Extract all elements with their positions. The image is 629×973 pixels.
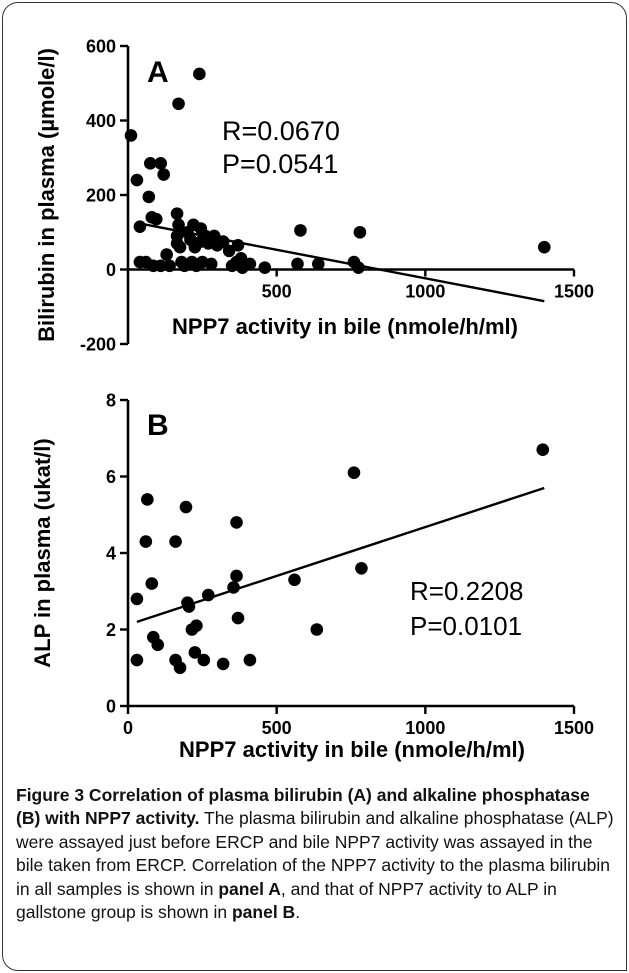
data-point: [169, 535, 182, 548]
panel-label: A: [147, 56, 169, 89]
data-point: [130, 592, 144, 606]
y-tick-label: 0: [106, 697, 116, 717]
data-point: [243, 653, 257, 667]
data-point: [154, 157, 168, 170]
caption-body-2: , and that of NPP7 activity to ALP in ga…: [16, 878, 557, 923]
data-point: [216, 235, 230, 248]
data-point: [130, 653, 144, 667]
data-point: [139, 535, 153, 548]
data-point: [231, 238, 245, 252]
data-point: [294, 224, 307, 237]
p-value-annotation: P=0.0101: [410, 611, 522, 641]
y-tick-label: 600: [86, 37, 116, 57]
data-point: [172, 218, 185, 232]
data-point: [230, 516, 243, 529]
caption-body-1: The plasma bilirubin and alkaline phosph…: [16, 808, 614, 899]
data-point: [173, 661, 187, 675]
panel-a-chart: -200 0 200 400 600 500 1000 1500 NPP7 activity i…: [34, 37, 594, 355]
x-tick-label: 1500: [554, 718, 594, 738]
data-point: [139, 255, 153, 269]
data-point: [288, 573, 301, 587]
data-point: [291, 257, 304, 271]
data-point: [352, 261, 365, 274]
r-value-annotation: R=0.2208: [410, 576, 523, 606]
data-point: [227, 581, 240, 594]
data-point: [141, 493, 154, 506]
data-point: [353, 225, 367, 239]
x-tick-label: 1000: [405, 718, 445, 738]
data-point: [204, 257, 218, 271]
data-point: [536, 443, 550, 457]
caption-end: .: [295, 902, 301, 923]
data-point: [173, 240, 187, 254]
figure-caption: Figure 3 Correlation of plasma bilirubin…: [16, 784, 616, 924]
data-point: [160, 248, 173, 261]
data-point: [142, 190, 156, 204]
x-tick-label: 500: [262, 282, 292, 302]
y-tick-label: 8: [106, 391, 116, 411]
y-tick-label: 2: [106, 620, 116, 640]
x-tick-label: 0: [123, 718, 133, 738]
y-axis-title: Bilirubin in plasma (µmole/l): [34, 48, 59, 342]
x-axis-title: NPP7 activity in bile (nmole/h/ml): [179, 737, 525, 762]
y-tick-label: -200: [80, 335, 116, 355]
data-point: [347, 466, 361, 479]
caption-panel-a: panel A: [218, 878, 281, 899]
data-point: [310, 623, 324, 636]
x-axis-title: NPP7 activity in bile (nmole/h/ml): [172, 314, 518, 339]
panel-b-chart: 0 2 4 6 8 0 500 1000 1500 NPP7 activity in bile (…: [30, 391, 594, 763]
data-point: [201, 588, 215, 602]
data-point: [172, 97, 185, 111]
data-point: [231, 611, 245, 625]
panel-label: B: [147, 409, 169, 442]
caption-panel-b: panel B: [231, 902, 296, 923]
data-point: [197, 653, 211, 667]
x-tick-label: 1000: [405, 282, 445, 302]
data-point: [190, 619, 203, 632]
data-point: [355, 562, 368, 575]
y-tick-label: 0: [106, 260, 116, 280]
data-point: [124, 129, 138, 142]
y-axis-title: ALP in plasma (ukat/l): [30, 438, 55, 667]
p-value-annotation: P=0.0541: [222, 149, 338, 179]
data-point: [130, 173, 144, 187]
data-point: [133, 220, 147, 233]
data-point: [157, 168, 170, 181]
data-point: [193, 67, 206, 81]
data-point: [144, 157, 157, 170]
y-tick-label: 400: [86, 111, 116, 131]
x-tick-label: 500: [262, 718, 292, 738]
r-value-annotation: R=0.0670: [222, 116, 340, 146]
data-point: [258, 261, 272, 274]
data-point: [149, 212, 163, 226]
data-point: [182, 600, 196, 613]
data-point: [170, 207, 184, 220]
caption-title: Figure 3 Correlation of plasma bilirubin…: [16, 785, 590, 829]
data-point: [243, 257, 257, 271]
data-point: [179, 500, 193, 514]
data-point: [151, 638, 165, 652]
y-tick-label: 200: [86, 186, 116, 206]
data-point: [311, 257, 325, 271]
data-point: [216, 657, 230, 671]
x-tick-label: 1500: [554, 282, 594, 302]
y-tick-label: 6: [106, 467, 116, 487]
data-point: [230, 569, 243, 583]
data-point: [537, 240, 551, 254]
data-point: [188, 646, 202, 659]
data-point: [145, 577, 159, 590]
y-tick-label: 4: [106, 544, 116, 564]
data-point: [163, 259, 176, 273]
